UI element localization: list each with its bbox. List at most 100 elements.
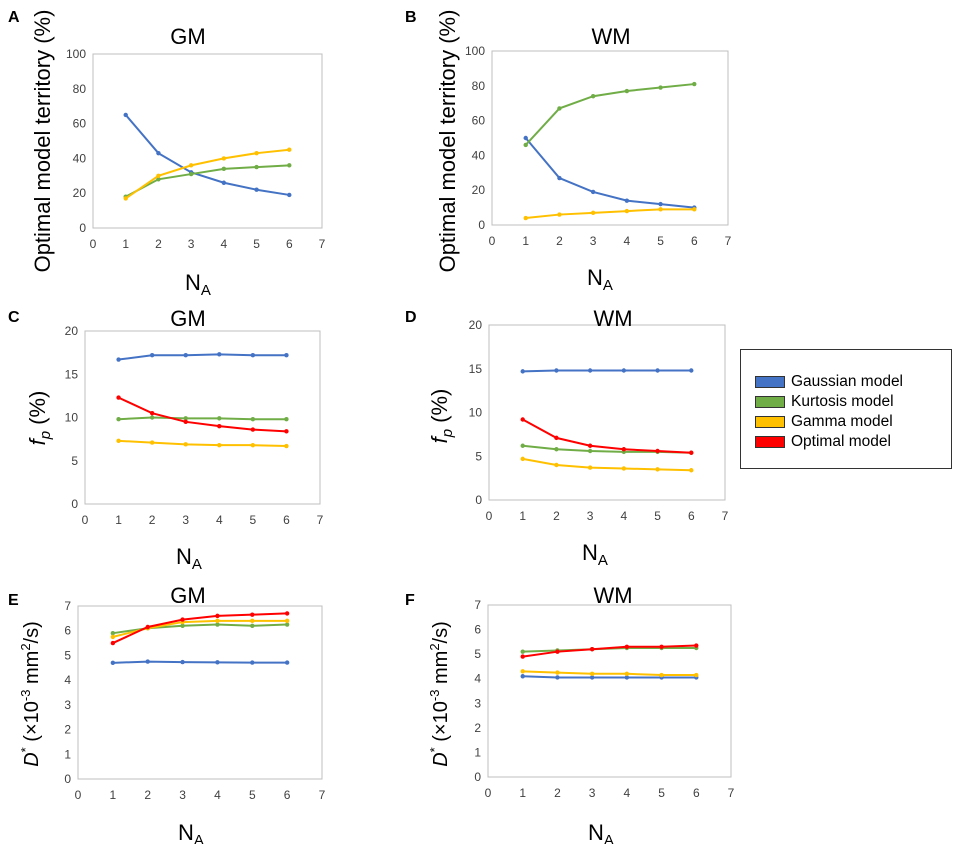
y-axis-label-F: D* (×10-3 mm2/s)	[427, 621, 452, 767]
data-point-gamma	[520, 456, 525, 462]
y-tick-label: 0	[478, 218, 485, 232]
x-tick-label: 7	[317, 513, 324, 527]
x-tick-label: 7	[319, 788, 326, 802]
y-tick-label: 20	[469, 318, 483, 332]
legend-swatch-kurtosis	[755, 396, 785, 408]
x-tick-label: 7	[725, 234, 732, 248]
data-point-kurtosis	[156, 177, 161, 182]
data-point-gaussian	[589, 675, 595, 680]
chart-panel-C: C GM 0 5 10 15 20 0 1 2 3 4 5 6 7 NA fp (%)	[8, 306, 324, 573]
legend-swatch-optimal	[755, 436, 785, 448]
data-point-gamma	[520, 669, 525, 674]
x-tick-label: 0	[486, 509, 493, 523]
x-tick-label: 3	[589, 786, 596, 800]
y-tick-label: 0	[79, 221, 86, 235]
data-point-gaussian	[689, 368, 694, 373]
data-point-gaussian	[554, 368, 559, 373]
data-point-optimal	[116, 395, 121, 400]
x-tick-label: 7	[728, 786, 735, 800]
x-tick-label: 7	[722, 509, 729, 523]
chart-panel-F: F WM 0 1 2 3 4 5 6 7 0 1 2 3 4 5 6 7 NA D* (×10-3 mm2/s)	[405, 583, 735, 844]
data-point-kurtosis	[221, 166, 227, 172]
x-tick-label: 1	[110, 788, 117, 802]
data-point-kurtosis	[590, 94, 596, 99]
y-tick-label: 100	[465, 44, 485, 58]
y-tick-label: 7	[474, 598, 481, 612]
data-point-gaussian	[183, 353, 188, 358]
panel-letter-A: A	[8, 9, 20, 26]
chart-panel-A: A GM 0 20 40 60 80 100 0 1 2 3 4 5 6 7 NA Optimal model t…	[8, 9, 326, 299]
data-point-optimal	[694, 643, 699, 648]
data-point-gaussian	[254, 187, 259, 192]
data-point-kurtosis	[116, 417, 121, 422]
y-tick-label: 15	[65, 367, 79, 381]
data-point-kurtosis	[215, 622, 220, 627]
x-tick-label: 4	[624, 786, 631, 800]
y-tick-label: 0	[474, 770, 481, 784]
data-point-gamma	[284, 618, 290, 624]
legend-label-gamma: Gamma model	[791, 413, 893, 430]
chart-title-C: GM	[170, 306, 205, 331]
data-point-gamma	[156, 173, 161, 178]
data-point-optimal	[655, 448, 660, 454]
data-point-gamma	[557, 212, 562, 217]
data-point-optimal	[149, 410, 155, 416]
data-point-kurtosis	[692, 81, 697, 87]
legend-item-gamma: Gamma model	[755, 412, 951, 432]
data-point-kurtosis	[183, 416, 188, 421]
series-line-gamma-C	[118, 439, 287, 448]
data-point-optimal	[587, 443, 593, 448]
chart-panel-B: B WM 0 20 40 60 80 100 0 1 2 3 4 5 6 7 NA Optimal model t…	[405, 9, 732, 294]
data-point-gamma	[284, 443, 289, 449]
data-point-gaussian	[116, 357, 121, 362]
data-point-optimal	[555, 649, 560, 654]
x-axis-label-F: NA	[588, 820, 614, 844]
plot-area-F	[487, 604, 732, 778]
legend-swatch-gaussian	[755, 376, 785, 388]
x-tick-label: 1	[122, 237, 129, 251]
data-point-optimal	[554, 435, 559, 441]
panel-letter-C: C	[8, 309, 20, 326]
series-line-gamma-B	[525, 208, 695, 220]
data-point-gamma	[589, 671, 595, 676]
series-line-optimal-C	[118, 396, 287, 433]
data-point-optimal	[520, 654, 525, 659]
y-axis-label-E: D* (×10-3 mm2/s)	[18, 621, 43, 767]
chart-title-D: WM	[593, 306, 632, 331]
data-point-gamma	[621, 466, 627, 471]
x-tick-label: 6	[286, 237, 293, 251]
x-tick-label: 1	[522, 234, 529, 248]
x-tick-label: 2	[155, 237, 162, 251]
x-axis-label-E: NA	[178, 820, 204, 844]
x-tick-label: 1	[115, 513, 122, 527]
x-tick-label: 6	[284, 788, 291, 802]
data-point-gaussian	[217, 352, 222, 357]
data-point-gamma	[215, 618, 220, 624]
data-point-gaussian	[520, 674, 525, 679]
data-point-kurtosis	[557, 106, 562, 111]
data-point-gamma	[689, 468, 694, 473]
data-point-kurtosis	[658, 85, 663, 90]
data-point-gamma	[587, 465, 593, 470]
data-point-kurtosis	[287, 163, 292, 168]
data-point-optimal	[215, 613, 220, 619]
series-line-optimal-F	[522, 644, 697, 658]
data-point-optimal	[689, 450, 694, 455]
data-point-gamma	[221, 156, 227, 161]
data-point-optimal	[624, 644, 630, 649]
data-point-gamma	[123, 196, 128, 201]
x-tick-label: 0	[489, 234, 496, 248]
x-tick-label: 5	[654, 509, 661, 523]
data-point-gaussian	[110, 660, 116, 666]
data-point-kurtosis	[254, 164, 259, 170]
series-line-gaussian-C	[118, 353, 287, 361]
y-tick-label: 80	[73, 82, 87, 96]
data-point-gaussian	[555, 675, 560, 680]
data-point-kurtosis	[554, 447, 559, 452]
y-tick-label: 40	[73, 151, 87, 165]
data-point-gaussian	[557, 175, 562, 181]
data-point-kurtosis	[520, 443, 525, 448]
data-point-gamma	[624, 671, 630, 676]
x-tick-label: 4	[624, 234, 631, 248]
data-point-kurtosis	[284, 417, 289, 422]
